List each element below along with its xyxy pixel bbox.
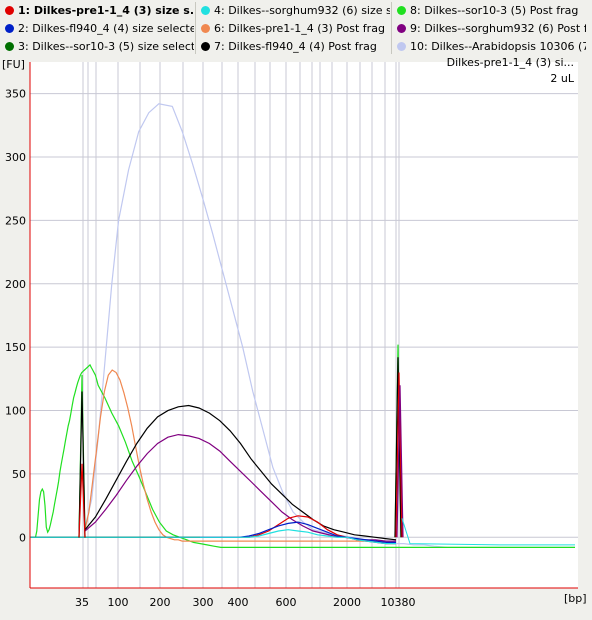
legend-item[interactable]: 3: Dilkes--sor10-3 (5) size selected: [0, 38, 194, 56]
y-tick-label: 350: [5, 88, 26, 101]
legend-color-dot: [201, 5, 210, 15]
plot-area: [30, 62, 578, 588]
legend-label: 7: Dilkes-fl940_4 (4) Post frag: [214, 40, 377, 53]
x-tick-label: 200: [150, 596, 171, 609]
x-tick-label: 35: [75, 596, 89, 609]
x-tick-label: 10380: [381, 596, 416, 609]
legend-color-dot: [5, 5, 14, 15]
x-tick-label: 2000: [333, 596, 361, 609]
x-axis-label: [bp]: [564, 592, 587, 605]
marker-peak: [396, 385, 404, 538]
legend-label: 4: Dilkes--sorghum932 (6) size s...: [214, 4, 390, 17]
legend-item[interactable]: 6: Dilkes-pre1-1_4 (3) Post frag: [196, 20, 390, 38]
legend-item[interactable]: 10: Dilkes--Arabidopsis 10306 (7...: [392, 38, 586, 56]
series-line: [30, 363, 575, 548]
series-line: [84, 404, 397, 541]
legend-color-dot: [5, 23, 14, 33]
series-tail: [401, 518, 575, 546]
legend-separator: [195, 2, 196, 54]
legend-item[interactable]: 4: Dilkes--sorghum932 (6) size s...: [196, 2, 390, 20]
y-tick-label: 250: [5, 214, 26, 227]
y-tick-label: 150: [5, 341, 26, 354]
legend-label: 6: Dilkes-pre1-1_4 (3) Post frag: [214, 22, 385, 35]
series-line: [84, 369, 396, 542]
legend-color-dot: [5, 41, 14, 51]
legend-color-dot: [397, 5, 406, 15]
legend-item[interactable]: 9: Dilkes--sorghum932 (6) Post f...: [392, 20, 586, 38]
legend-item[interactable]: 2: Dilkes-fl940_4 (4) size selected: [0, 20, 194, 38]
x-tick-label: 300: [193, 596, 214, 609]
legend-label: 8: Dilkes--sor10-3 (5) Post frag: [410, 4, 579, 17]
legend-color-dot: [201, 41, 210, 51]
legend-color-dot: [201, 23, 210, 33]
annotation-sub: 2 uL: [550, 72, 574, 85]
legend-separator: [391, 2, 392, 54]
x-tick-label: 100: [108, 596, 129, 609]
legend-item[interactable]: 8: Dilkes--sor10-3 (5) Post frag: [392, 2, 586, 20]
y-tick-label: 200: [5, 278, 26, 291]
electropherogram-chart: 0 50 100 150 200 250 300 350 35 100 200 300 400 600 20…: [0, 56, 592, 620]
y-axis-label: [FU]: [2, 58, 25, 71]
x-tick-label: 400: [228, 596, 249, 609]
marker-peak: [394, 357, 402, 538]
legend: 1: Dilkes-pre1-1_4 (3) size s... 2: Dilke…: [0, 0, 592, 57]
legend-label: 9: Dilkes--sorghum932 (6) Post f...: [410, 22, 586, 35]
legend-label: 1: Dilkes-pre1-1_4 (3) size s...: [18, 4, 194, 17]
y-tick-label: 100: [5, 405, 26, 418]
series-line: [200, 529, 396, 545]
series-layer: [30, 103, 575, 548]
legend-color-dot: [397, 41, 406, 51]
legend-item[interactable]: 7: Dilkes-fl940_4 (4) Post frag: [196, 38, 390, 56]
marker-peak: [395, 372, 403, 538]
y-tick-label: 0: [19, 531, 26, 544]
legend-color-dot: [397, 23, 406, 33]
y-tick-label: 50: [12, 468, 26, 481]
legend-item[interactable]: 1: Dilkes-pre1-1_4 (3) size s...: [0, 2, 194, 20]
marker-peak: [78, 391, 86, 538]
annotation-title: Dilkes-pre1-1_4 (3) si...: [447, 56, 574, 69]
axes: 0 50 100 150 200 250 300 350 35 100 200 300 400 600 20…: [5, 62, 578, 609]
y-tick-label: 300: [5, 151, 26, 164]
legend-label: 10: Dilkes--Arabidopsis 10306 (7...: [410, 40, 586, 53]
x-tick-label: 600: [276, 596, 297, 609]
marker-peak: [78, 463, 86, 538]
legend-label: 2: Dilkes-fl940_4 (4) size selected: [18, 22, 194, 35]
legend-label: 3: Dilkes--sor10-3 (5) size selected: [18, 40, 194, 53]
